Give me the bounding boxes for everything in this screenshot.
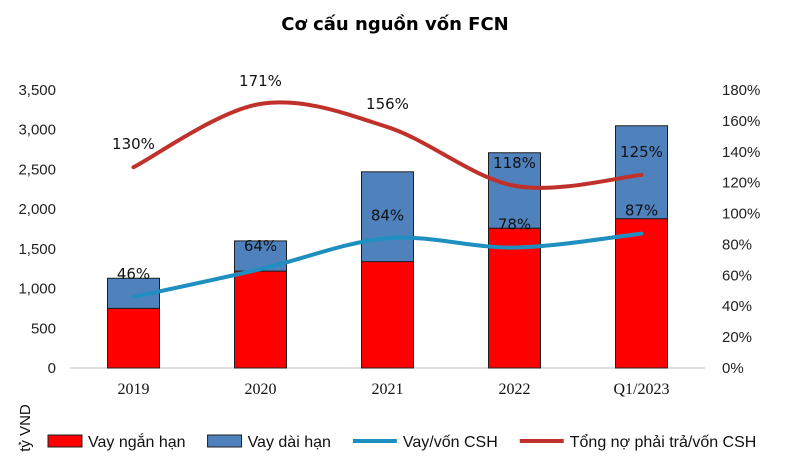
data-label: 125% bbox=[620, 143, 663, 161]
legend-label: Vay dài hạn bbox=[248, 434, 331, 451]
y-tick-label: 1,000 bbox=[18, 281, 56, 298]
bar bbox=[615, 218, 668, 369]
bar bbox=[361, 261, 414, 369]
legend-label: Vay ngắn hạn bbox=[88, 432, 186, 451]
y2-tick-label: 80% bbox=[722, 236, 752, 253]
x-tick-label: 2020 bbox=[245, 381, 277, 398]
legend-swatch bbox=[207, 434, 243, 448]
y2-tick-label: 180% bbox=[722, 82, 760, 99]
chart-title: Cơ cấu nguồn vốn FCN bbox=[281, 14, 509, 35]
y-axis-label: tỷ VND bbox=[17, 404, 34, 452]
x-tick-label: Q1/2023 bbox=[614, 381, 670, 398]
y2-tick-label: 40% bbox=[722, 298, 752, 315]
x-tick-label: 2019 bbox=[118, 381, 150, 398]
y-tick-label: 1,500 bbox=[18, 241, 56, 258]
y2-tick-label: 120% bbox=[722, 175, 760, 192]
bars bbox=[107, 125, 668, 369]
data-labels: 46% 64% 84% 78% 87% 130% 171% 156% 118% 125% bbox=[112, 72, 663, 283]
y2-tick-label: 60% bbox=[722, 267, 752, 284]
data-label: 64% bbox=[244, 237, 277, 255]
bar bbox=[488, 152, 541, 229]
bar bbox=[361, 171, 414, 263]
y2-tick-label: 160% bbox=[722, 113, 760, 130]
x-tick-label: 2021 bbox=[372, 381, 404, 398]
lines bbox=[131, 100, 644, 299]
bar bbox=[488, 227, 541, 369]
legend-label: Vay/vốn CSH bbox=[403, 434, 498, 451]
y-tick-label: 3,000 bbox=[18, 122, 56, 139]
y2-tick-label: 0% bbox=[722, 360, 744, 377]
y-tick-label: 3,500 bbox=[18, 82, 56, 99]
x-tick-label: 2022 bbox=[499, 381, 531, 398]
y-tick-label: 0 bbox=[48, 360, 56, 377]
data-label: 87% bbox=[625, 202, 658, 220]
legend-label: Tổng nợ phải trả/vốn CSH bbox=[570, 433, 757, 451]
data-label: 156% bbox=[366, 95, 409, 113]
y2-tick-label: 100% bbox=[722, 206, 760, 223]
bar bbox=[107, 307, 160, 369]
y-tick-label: 2,000 bbox=[18, 201, 56, 218]
data-label: 78% bbox=[498, 216, 531, 234]
y2-tick-label: 20% bbox=[722, 329, 752, 346]
legend: Vay ngắn hạn Vay dài hạn Vay/vốn CSH Tổng n… bbox=[47, 432, 757, 451]
data-label: 171% bbox=[239, 72, 282, 90]
data-label: 118% bbox=[493, 154, 536, 172]
bar bbox=[234, 270, 287, 369]
axes: 0 500 1,000 1,500 2,000 2,500 3,000 3,500 0% 20% 4… bbox=[18, 82, 760, 398]
data-label: 46% bbox=[117, 265, 150, 283]
series-line bbox=[131, 100, 644, 190]
y2-tick-label: 140% bbox=[722, 144, 760, 161]
data-label: 130% bbox=[112, 135, 155, 153]
legend-swatch bbox=[47, 434, 83, 448]
series-line bbox=[131, 231, 644, 299]
data-label: 84% bbox=[371, 206, 404, 224]
bar bbox=[615, 125, 668, 220]
y-tick-label: 2,500 bbox=[18, 161, 56, 178]
y-tick-label: 500 bbox=[31, 320, 56, 337]
